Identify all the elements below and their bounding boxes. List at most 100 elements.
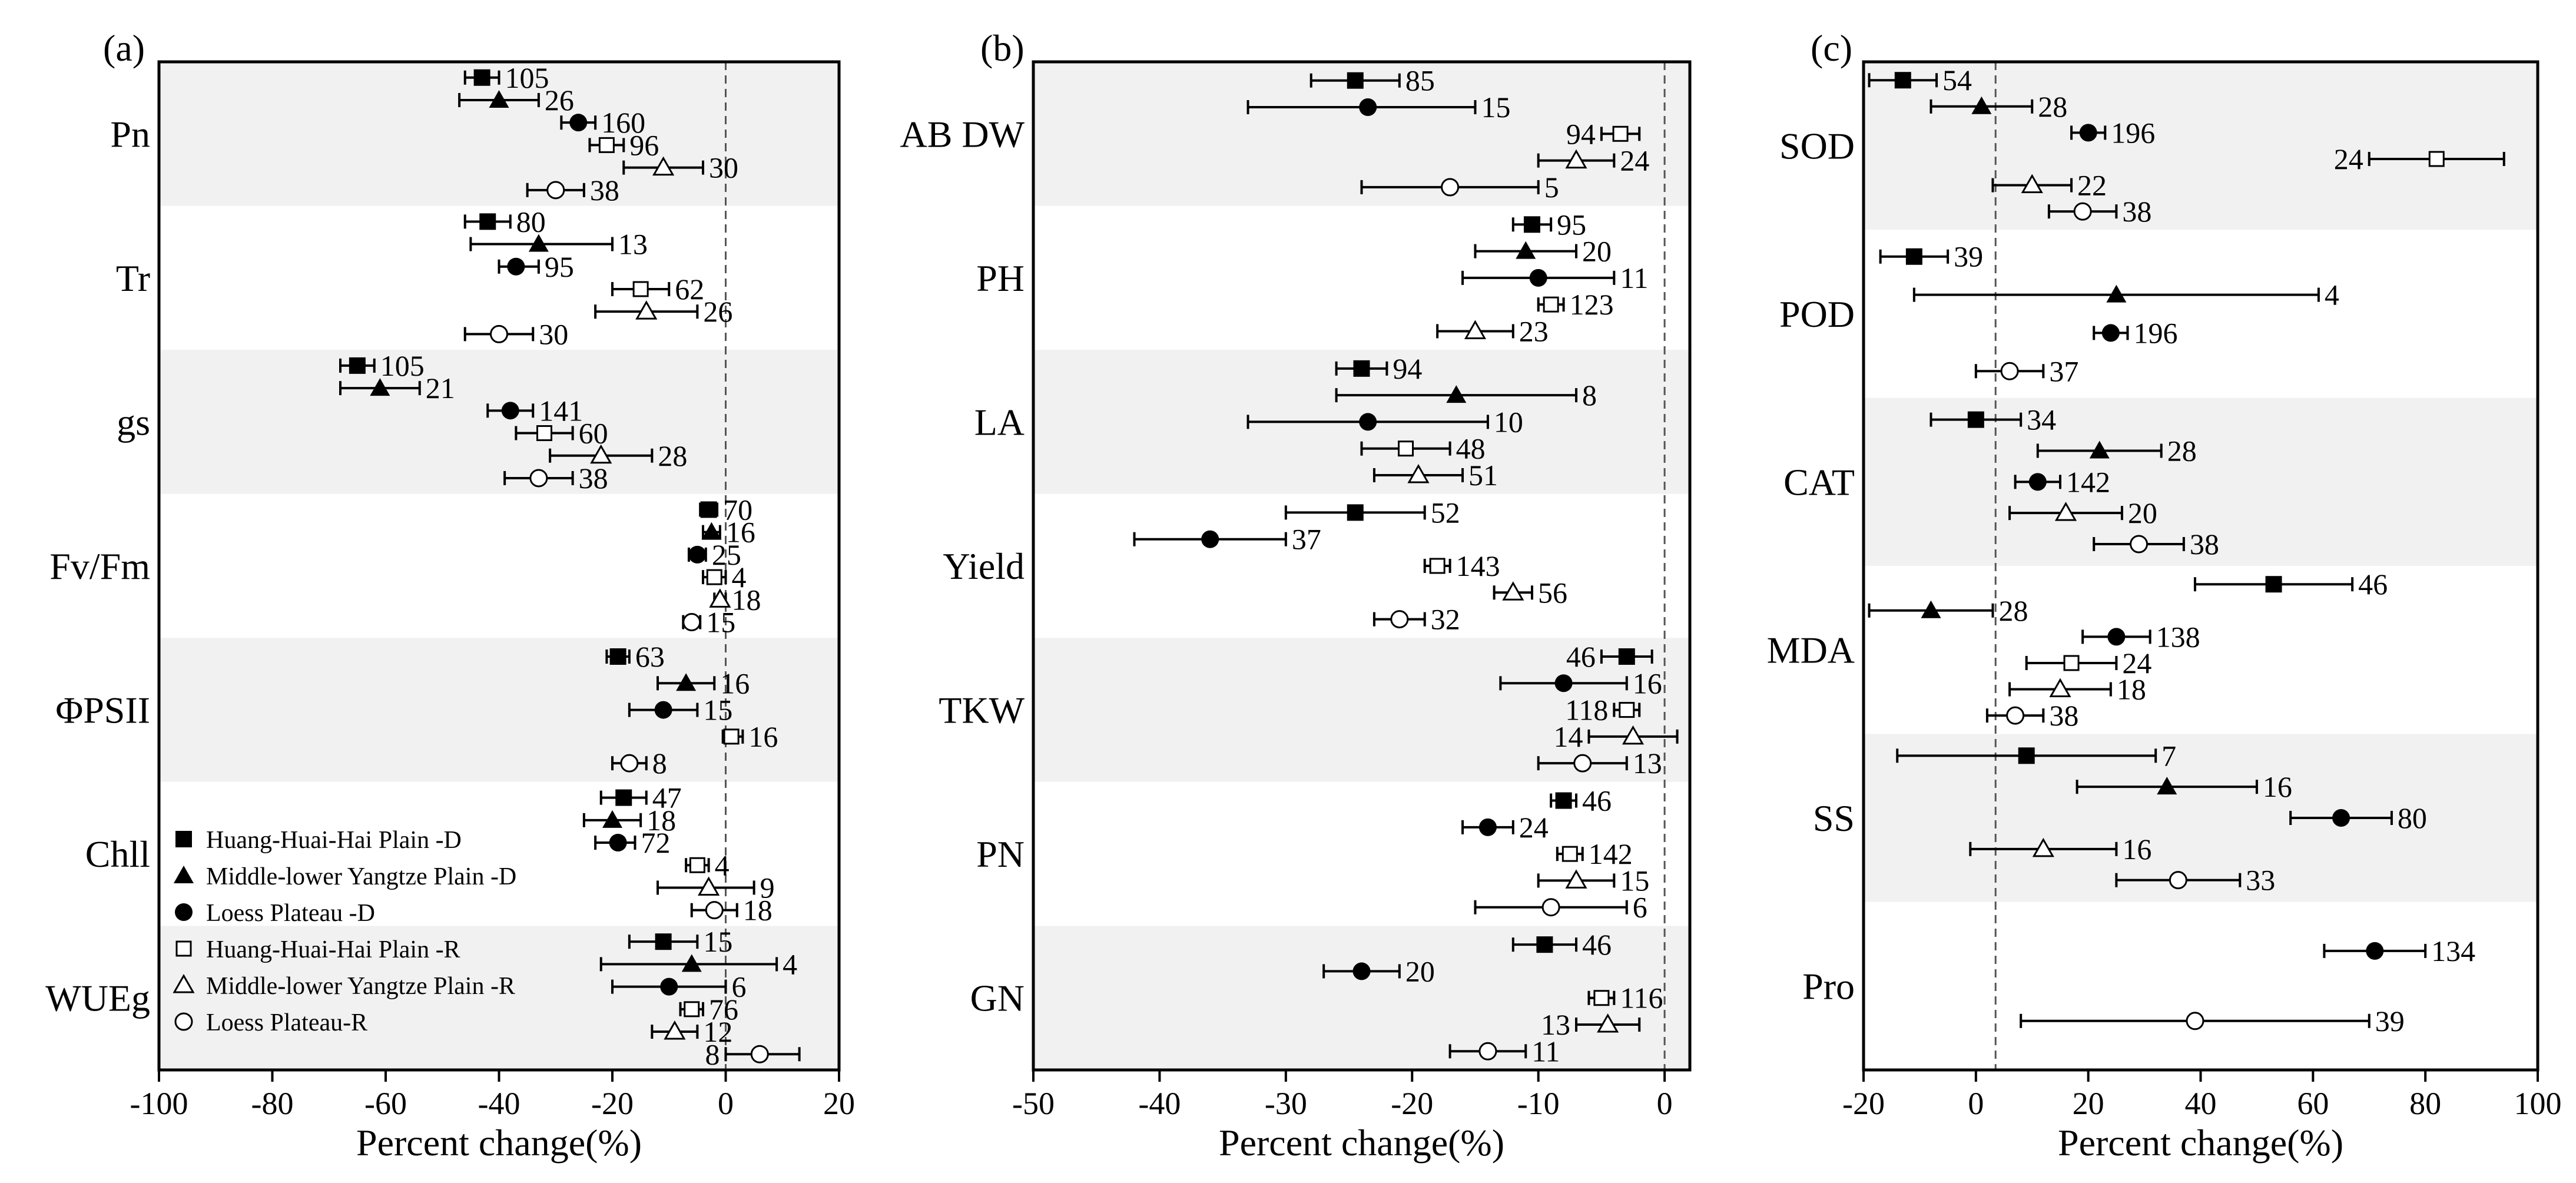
data-point xyxy=(1593,990,1610,1006)
data-point xyxy=(1967,411,1984,428)
legend-label: Loess Plateau-R xyxy=(206,1009,367,1036)
sample-size-label: 105 xyxy=(380,349,425,382)
sample-size-label: 52 xyxy=(1431,496,1460,529)
data-point xyxy=(615,789,632,806)
sample-size-label: 138 xyxy=(2156,620,2200,653)
x-tick-label: 0 xyxy=(1968,1086,1984,1121)
data-point xyxy=(1554,674,1573,692)
data-point xyxy=(2107,628,2126,646)
data-point xyxy=(723,728,740,745)
band xyxy=(159,638,839,782)
data-point xyxy=(682,613,701,632)
sample-size-label: 8 xyxy=(1582,379,1597,412)
data-point xyxy=(701,522,722,540)
data-point xyxy=(709,588,731,608)
x-tick-label: 80 xyxy=(2409,1086,2441,1121)
sample-size-label: 196 xyxy=(2111,116,2155,149)
data-point xyxy=(2130,535,2149,554)
data-point xyxy=(1573,754,1592,773)
sample-size-label: 38 xyxy=(2049,699,2078,732)
sample-size-label: 28 xyxy=(658,439,687,472)
data-point xyxy=(1352,962,1371,980)
legend-label: Middle-lower Yangtze Plain -R xyxy=(206,973,515,1000)
sample-size-label: 20 xyxy=(1405,955,1435,988)
data-point xyxy=(1407,463,1430,483)
sample-size-label: 14 xyxy=(1553,720,1583,753)
sample-size-label: 6 xyxy=(732,970,747,1003)
x-axis-title: Percent change(%) xyxy=(2058,1122,2343,1164)
data-point xyxy=(473,69,490,86)
data-point xyxy=(2101,324,2120,342)
sample-size-label: 28 xyxy=(2038,90,2067,123)
sample-size-label: 80 xyxy=(516,205,546,238)
x-tick-label: -60 xyxy=(364,1086,407,1121)
sample-size-label: 38 xyxy=(2190,528,2219,561)
legend: Huang-Huai-Hai Plain -D Middle-lower Yang… xyxy=(173,827,516,1036)
y-group-label: AB DW xyxy=(900,113,1025,155)
sample-size-label: 22 xyxy=(2077,169,2107,202)
data-point xyxy=(1347,504,1364,521)
y-group-label: PH xyxy=(976,257,1025,299)
sample-size-label: 47 xyxy=(652,781,682,814)
data-point xyxy=(1529,269,1547,287)
data-point xyxy=(490,324,508,343)
data-point xyxy=(528,234,549,252)
sample-size-label: 4 xyxy=(732,561,747,594)
data-point xyxy=(1555,792,1572,809)
data-point xyxy=(1622,725,1645,745)
x-tick-label: 60 xyxy=(2297,1086,2329,1121)
sample-size-label: 13 xyxy=(618,228,648,261)
sample-size-label: 123 xyxy=(1570,288,1614,321)
sample-size-label: 94 xyxy=(1393,352,1422,385)
y-group-label: TKW xyxy=(939,690,1025,731)
band xyxy=(1033,926,1690,1070)
data-point xyxy=(698,876,720,896)
sample-size-label: 24 xyxy=(2122,647,2151,680)
sample-size-label: 16 xyxy=(726,516,755,549)
x-tick-label: -30 xyxy=(1265,1086,1307,1121)
sample-size-label: 56 xyxy=(1538,576,1567,609)
band xyxy=(1864,902,2538,1070)
y-group-label: SOD xyxy=(1779,125,1855,167)
y-group-label: SS xyxy=(1813,797,1855,839)
data-point xyxy=(1398,440,1414,457)
sample-size-label: 37 xyxy=(2049,354,2078,387)
data-point xyxy=(2089,440,2110,459)
sample-size-label: 38 xyxy=(590,174,619,207)
data-point xyxy=(590,444,612,464)
band xyxy=(1864,566,2538,734)
data-point xyxy=(2332,809,2350,827)
data-point xyxy=(705,901,724,920)
y-group-label: MDA xyxy=(1767,629,1855,671)
x-tick-label: -20 xyxy=(1391,1086,1433,1121)
sample-size-label: 18 xyxy=(647,804,676,837)
data-point xyxy=(2021,174,2043,194)
x-tick-label: 20 xyxy=(823,1086,855,1121)
sample-size-label: 16 xyxy=(1633,667,1662,700)
y-group-label: Tr xyxy=(116,257,150,299)
sample-size-label: 116 xyxy=(1620,982,1663,1015)
plot-frame xyxy=(1032,60,1692,1072)
y-group-label: Fv/Fm xyxy=(49,545,150,587)
sample-size-label: 72 xyxy=(641,826,671,859)
sample-size-label: 62 xyxy=(675,273,704,306)
data-point xyxy=(706,569,722,585)
x-tick-label: 0 xyxy=(1657,1086,1673,1121)
sample-size-label: 30 xyxy=(539,317,568,350)
data-point xyxy=(602,810,622,828)
y-group-label: gs xyxy=(117,401,150,443)
y-group-label: Pro xyxy=(1802,965,1855,1007)
sample-size-label: 33 xyxy=(2246,864,2275,897)
data-point xyxy=(2073,202,2092,221)
sample-size-label: 38 xyxy=(2122,195,2151,228)
data-point xyxy=(1429,558,1446,574)
sample-size-label: 15 xyxy=(1481,91,1510,124)
sample-size-label: 34 xyxy=(2027,403,2056,436)
sample-size-label: 18 xyxy=(743,894,773,927)
data-point xyxy=(1478,818,1497,836)
data-point xyxy=(1390,610,1409,629)
sample-size-label: 46 xyxy=(1566,640,1596,673)
x-tick-label: 0 xyxy=(718,1086,734,1121)
sample-size-label: 21 xyxy=(426,372,455,405)
data-point xyxy=(652,156,675,176)
